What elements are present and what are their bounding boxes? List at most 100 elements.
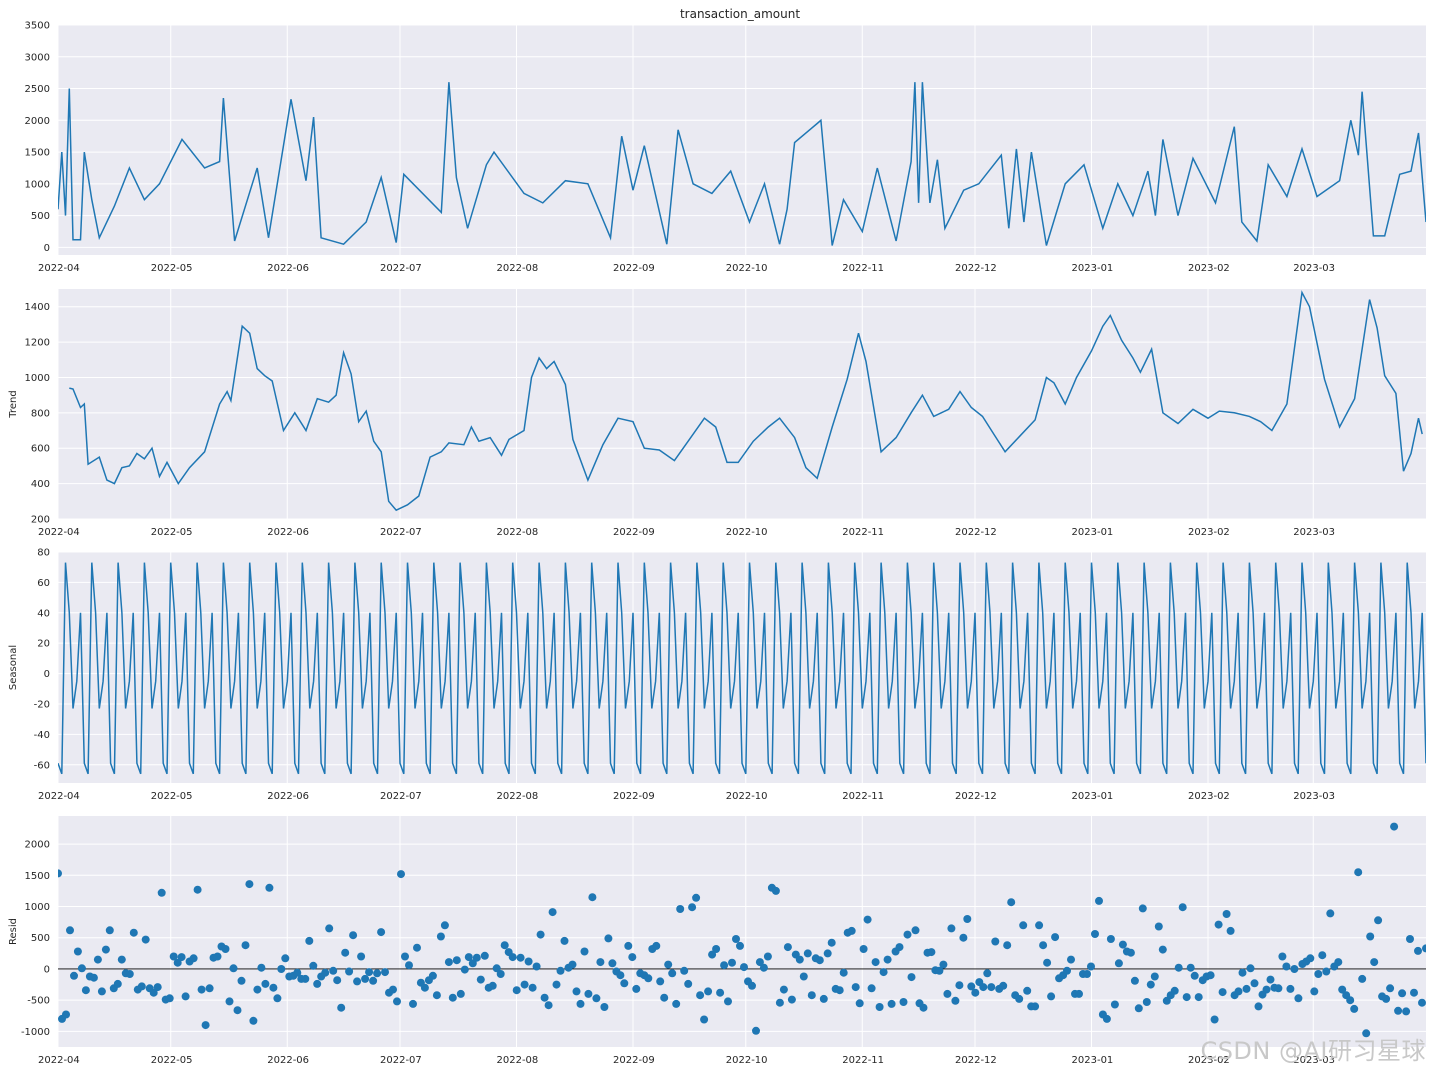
resid-point bbox=[325, 924, 334, 933]
resid-point bbox=[1242, 984, 1251, 993]
resid-point bbox=[157, 888, 166, 897]
resid-point bbox=[1326, 909, 1335, 918]
resid-point bbox=[1158, 945, 1167, 954]
resid-point bbox=[1170, 986, 1179, 995]
plot-area-trend bbox=[58, 289, 1426, 519]
resid-point bbox=[181, 992, 190, 1001]
y-axis-label: Trend bbox=[8, 390, 19, 418]
resid-point bbox=[169, 952, 178, 961]
panel-resid: 2022-04 2022-05 2022-06 2022-07 2022-08 2022-… bbox=[8, 816, 1426, 1066]
resid-point bbox=[1234, 987, 1243, 996]
resid-point bbox=[656, 977, 665, 986]
resid-point bbox=[1322, 967, 1331, 976]
x-tick-label: 2023-01 bbox=[1072, 791, 1114, 802]
resid-point bbox=[444, 958, 453, 967]
x-tick-label: 2022-09 bbox=[613, 263, 655, 274]
resid-point bbox=[859, 945, 868, 953]
resid-point bbox=[141, 935, 150, 944]
resid-point bbox=[1338, 985, 1347, 994]
y-tick-label: 3500 bbox=[25, 21, 50, 32]
series-line-observed bbox=[58, 82, 1426, 246]
resid-point bbox=[807, 991, 816, 1000]
resid-point bbox=[149, 988, 158, 997]
resid-point bbox=[496, 970, 505, 978]
panel-trend: 2022-04 2022-05 2022-06 2022-07 2022-08 2022-… bbox=[8, 289, 1426, 538]
resid-point bbox=[512, 986, 521, 995]
x-tick-label: 2022-11 bbox=[842, 263, 884, 274]
resid-point bbox=[1087, 962, 1095, 971]
resid-point bbox=[197, 985, 206, 994]
resid-point bbox=[1023, 986, 1032, 995]
x-tick-label: 2022-12 bbox=[955, 263, 997, 274]
resid-point bbox=[815, 956, 824, 965]
x-tick-label: 2022-10 bbox=[726, 527, 768, 538]
resid-point bbox=[528, 983, 537, 992]
y-tick-label: 1000 bbox=[25, 373, 50, 384]
resid-point bbox=[245, 880, 254, 889]
x-tick-label: 2022-10 bbox=[726, 1055, 768, 1066]
resid-point bbox=[237, 976, 246, 985]
resid-point bbox=[177, 953, 186, 962]
resid-point bbox=[1110, 1000, 1119, 1009]
resid-point bbox=[903, 930, 912, 939]
resid-point bbox=[500, 941, 509, 950]
x-tick-label: 2022-09 bbox=[613, 1055, 655, 1066]
resid-point bbox=[492, 964, 501, 973]
x-tick-label: 2023-01 bbox=[1072, 527, 1114, 538]
resid-point bbox=[875, 1003, 884, 1011]
resid-point bbox=[1186, 963, 1195, 972]
resid-point bbox=[1398, 989, 1407, 998]
resid-point bbox=[293, 968, 302, 977]
x-tick-label: 2022-04 bbox=[38, 791, 80, 802]
resid-point bbox=[1366, 932, 1375, 941]
x-tick-label: 2022-07 bbox=[380, 791, 422, 802]
x-tick-label: 2022-12 bbox=[955, 1055, 997, 1066]
y-tick-label: 80 bbox=[37, 548, 50, 559]
resid-point bbox=[580, 947, 589, 956]
y-tick-label: 60 bbox=[37, 578, 50, 589]
y-tick-label: 1500 bbox=[25, 871, 50, 882]
resid-point bbox=[401, 952, 409, 961]
resid-point bbox=[440, 921, 449, 930]
resid-point bbox=[1278, 952, 1287, 961]
resid-point bbox=[1150, 972, 1159, 981]
resid-point bbox=[560, 936, 569, 945]
resid-point bbox=[1063, 966, 1071, 975]
resid-point bbox=[1194, 993, 1203, 1002]
resid-point bbox=[728, 958, 736, 967]
resid-point bbox=[369, 976, 378, 985]
resid-point bbox=[1043, 958, 1052, 967]
resid-point bbox=[955, 981, 964, 990]
x-tick-label: 2022-10 bbox=[726, 791, 768, 802]
y-tick-label: 600 bbox=[31, 444, 50, 455]
plot-area-observed bbox=[58, 25, 1426, 255]
resid-point bbox=[1095, 896, 1103, 905]
resid-point bbox=[700, 1015, 709, 1024]
x-tick-label: 2023-03 bbox=[1293, 1055, 1335, 1066]
resid-point bbox=[377, 928, 386, 937]
resid-point bbox=[644, 974, 653, 983]
resid-point bbox=[568, 960, 577, 969]
series-line-seasonal bbox=[58, 562, 1426, 775]
resid-point bbox=[991, 937, 1000, 946]
resid-point bbox=[863, 915, 872, 924]
resid-point bbox=[1182, 993, 1191, 1002]
resid-point bbox=[604, 934, 613, 943]
resid-point bbox=[1354, 868, 1363, 877]
resid-point bbox=[193, 885, 202, 894]
resid-point bbox=[1310, 987, 1319, 996]
resid-point bbox=[373, 969, 382, 978]
resid-point bbox=[508, 953, 517, 962]
resid-point bbox=[1190, 971, 1199, 980]
y-tick-label: 0 bbox=[44, 669, 50, 680]
resid-point bbox=[472, 953, 481, 962]
resid-point bbox=[1362, 1029, 1371, 1038]
resid-point bbox=[971, 988, 980, 997]
x-tick-label: 2022-04 bbox=[38, 527, 80, 538]
resid-point bbox=[460, 965, 469, 974]
resid-point bbox=[803, 949, 812, 958]
resid-point bbox=[927, 948, 936, 957]
x-tick-label: 2022-07 bbox=[380, 527, 422, 538]
resid-point bbox=[205, 984, 214, 993]
resid-point bbox=[81, 986, 90, 995]
